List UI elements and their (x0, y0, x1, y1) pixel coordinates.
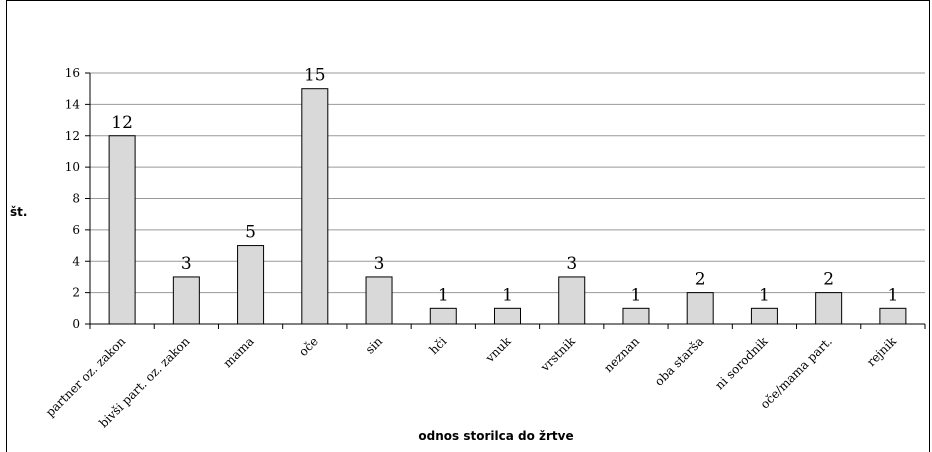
y-tick-label: 10 (65, 160, 80, 174)
x-tick-label: vrstnik (537, 334, 578, 375)
bar (494, 307, 521, 325)
x-tick-label: ni sorodnik (712, 334, 771, 393)
data-label: 1 (502, 285, 513, 305)
x-tick-label: oče (296, 334, 321, 359)
bar (750, 307, 778, 325)
x-tick-label: mama (221, 334, 257, 370)
data-label: 12 (111, 113, 133, 133)
x-tick-label: vnuk (482, 334, 514, 366)
y-tick-label: 6 (72, 223, 80, 237)
y-tick-labels: 0 2 4 6 8 10 12 14 16 (65, 66, 81, 331)
x-tick-label: oba starša (652, 334, 706, 388)
x-tick-label: sin (363, 334, 386, 357)
data-label: 3 (181, 254, 192, 274)
y-tick-label: 16 (65, 66, 80, 80)
bar (622, 307, 650, 325)
data-label: 1 (887, 285, 898, 305)
y-tick-label: 8 (72, 192, 80, 206)
x-tick-label: rejnik (864, 334, 899, 369)
bar (301, 88, 329, 325)
data-label: 2 (695, 270, 706, 290)
y-tick-label: 4 (72, 254, 80, 268)
data-label: 1 (631, 285, 642, 305)
y-tick-label: 14 (65, 97, 81, 111)
bar (365, 276, 393, 325)
bars (108, 88, 907, 325)
bar (108, 135, 136, 325)
data-label: 1 (759, 285, 770, 305)
bar (429, 307, 457, 325)
bar (879, 307, 907, 325)
bar (558, 276, 586, 325)
y-tick-label: 12 (65, 129, 80, 143)
y-axis-label: št. (10, 205, 27, 219)
x-tick-label: hči (427, 334, 450, 357)
bar (686, 292, 714, 325)
bar (237, 245, 265, 325)
data-label: 2 (823, 270, 834, 290)
data-label: 15 (304, 66, 326, 86)
data-label: 1 (438, 285, 449, 305)
data-label: 5 (245, 223, 256, 243)
gridlines (90, 72, 925, 294)
data-label: 3 (566, 254, 577, 274)
chart-frame (6, 0, 930, 452)
bar (172, 276, 200, 325)
axes (85, 72, 926, 329)
y-tick-label: 0 (72, 317, 80, 331)
x-axis-label: odnos storilca do žrtve (418, 429, 573, 443)
x-tick-label: oče/mama part. (758, 334, 835, 411)
data-label: 3 (374, 254, 385, 274)
y-tick-label: 2 (72, 286, 80, 300)
x-tick-label: neznan (601, 334, 642, 375)
bar (815, 292, 843, 325)
